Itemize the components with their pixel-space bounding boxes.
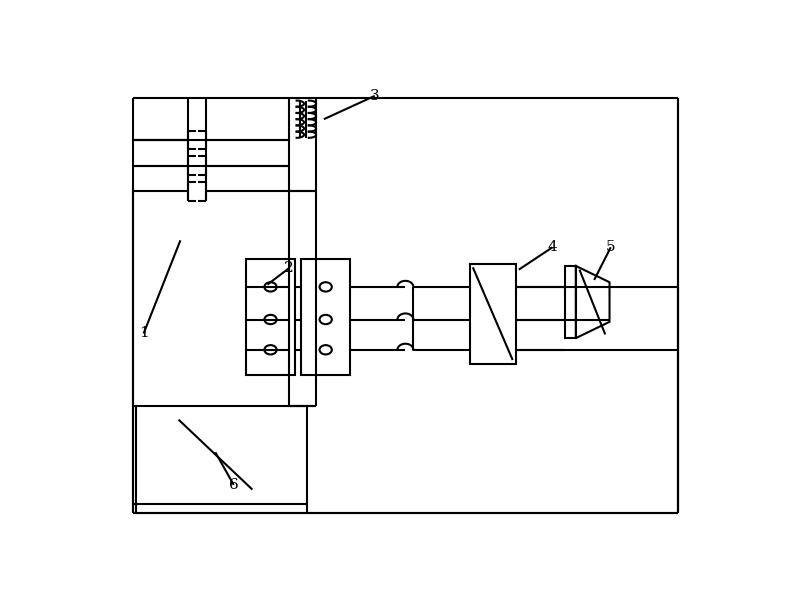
Text: 3: 3 [370,89,380,103]
Bar [136,406,307,503]
Text: 4: 4 [547,240,558,254]
Circle shape [264,282,277,292]
Circle shape [320,345,332,355]
Text: 6: 6 [229,478,239,492]
Text: 1: 1 [138,327,149,341]
Circle shape [264,315,277,324]
Bar [246,259,295,375]
Bar [301,259,350,375]
Text: 5: 5 [606,240,615,254]
Bar [470,264,516,364]
Bar [565,266,576,338]
Circle shape [264,345,277,355]
Text: 2: 2 [284,261,293,275]
Circle shape [320,282,332,292]
Circle shape [320,315,332,324]
